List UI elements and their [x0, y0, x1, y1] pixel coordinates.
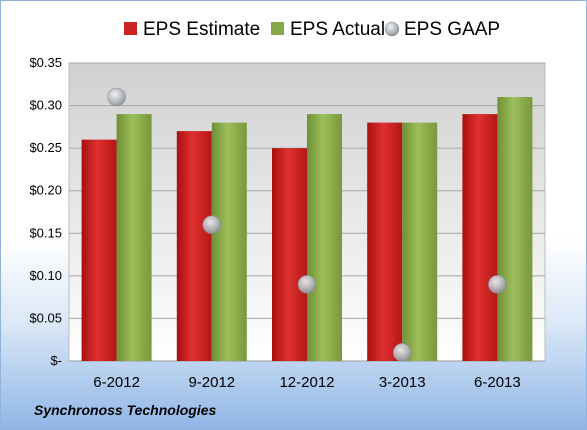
y-tick-label: $0.10 — [29, 268, 62, 283]
marker-eps-gaap — [392, 343, 412, 362]
legend-label: EPS Actual — [290, 19, 385, 40]
y-tick-label: $0.25 — [29, 140, 62, 155]
y-tick-label: $- — [50, 353, 62, 368]
bar-eps-estimate — [462, 114, 498, 361]
bar-eps-estimate — [367, 122, 403, 361]
legend-swatch — [271, 22, 284, 35]
y-tick-label: $0.05 — [29, 310, 62, 325]
legend-label: EPS Estimate — [143, 19, 260, 40]
bar-eps-actual — [497, 97, 533, 362]
x-tick-label: 3-2013 — [379, 374, 426, 391]
bar-eps-actual — [402, 122, 438, 361]
marker-eps-gaap — [202, 215, 222, 235]
bar-eps-actual — [211, 122, 247, 361]
x-tick-label: 12-2012 — [279, 374, 334, 391]
marker-eps-gaap — [297, 275, 317, 294]
bar-eps-actual — [307, 114, 342, 361]
x-tick-label: 9-2012 — [188, 374, 235, 391]
legend-label: EPS GAAP — [404, 19, 500, 40]
legend-swatch — [124, 22, 137, 35]
y-tick-label: $0.20 — [29, 183, 62, 198]
x-tick-label: 6-2012 — [93, 374, 140, 391]
y-tick-label: $0.30 — [29, 98, 62, 113]
bar-eps-estimate — [176, 131, 212, 361]
y-tick-label: $0.35 — [29, 55, 62, 70]
bar-eps-estimate — [272, 148, 307, 361]
y-tick-label: $0.15 — [29, 225, 62, 240]
marker-eps-gaap — [488, 275, 507, 294]
company-name: Synchronoss Technologies — [34, 402, 217, 418]
x-tick-label: 6-2013 — [474, 374, 521, 391]
bar-eps-estimate — [81, 139, 117, 361]
bar-eps-actual — [116, 114, 152, 361]
marker-eps-gaap — [107, 87, 126, 107]
legend-swatch — [384, 21, 400, 37]
